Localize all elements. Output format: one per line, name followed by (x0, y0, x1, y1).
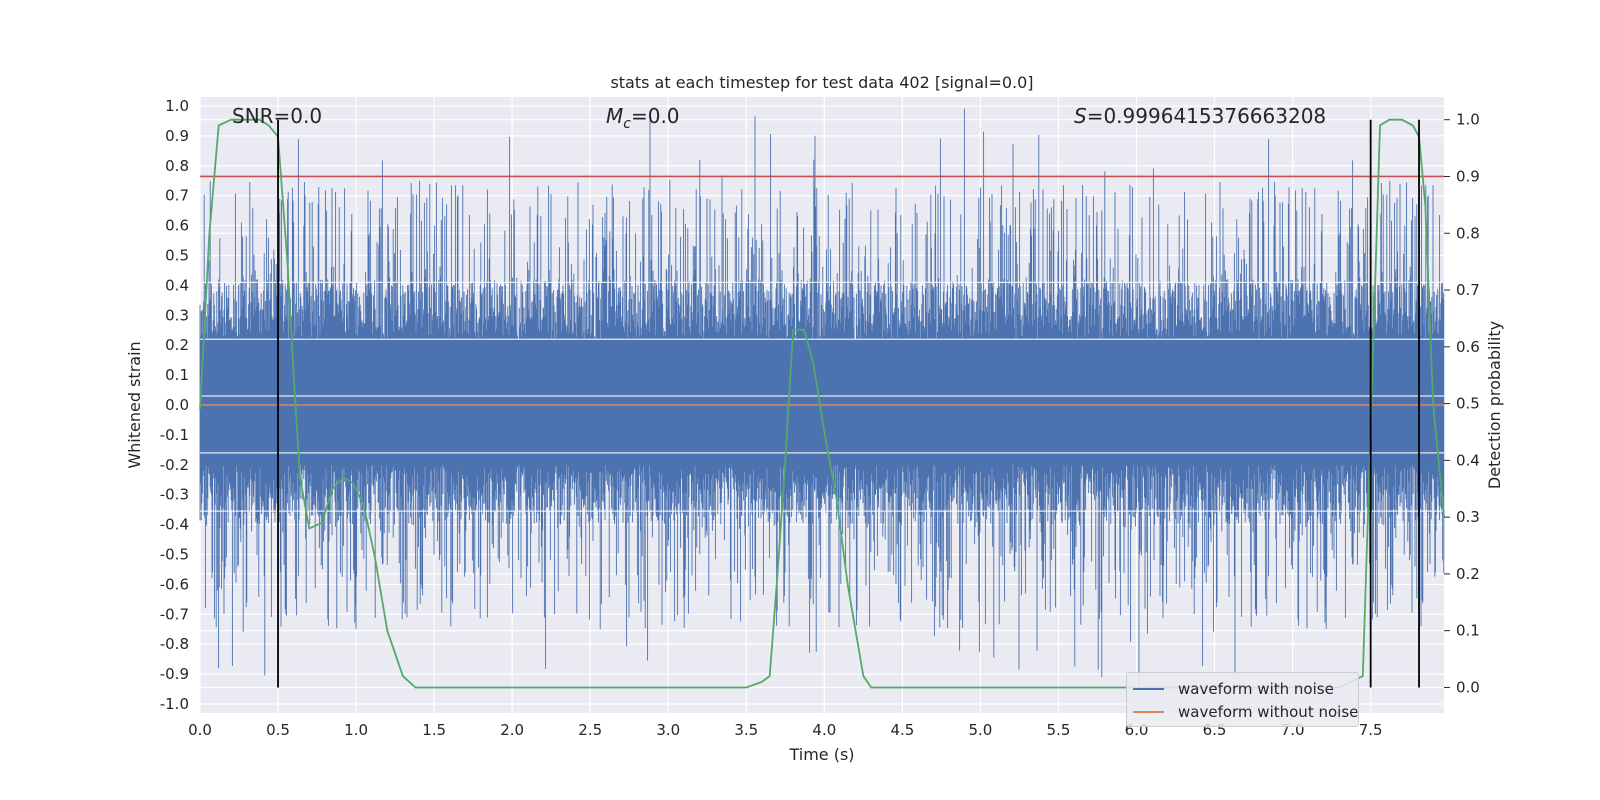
legend-label-noise: waveform with noise (1178, 680, 1334, 698)
y-tick-label: 0.8 (165, 157, 189, 175)
y-tick-label: 0.6 (165, 217, 189, 235)
x-tick-label: 0.0 (188, 721, 212, 739)
y-tick-label: 0.0 (165, 396, 189, 414)
legend: waveform with noise waveform without noi… (1126, 672, 1359, 727)
snr-text: SNR=0.0 (232, 104, 323, 128)
y-tick-label: 0.4 (165, 276, 189, 294)
chirp-mass-subscript: c (623, 116, 631, 132)
y-tick-label: 0.2 (165, 336, 189, 354)
x-tick-label: 7.5 (1359, 721, 1383, 739)
y2-tick-label: 0.3 (1456, 508, 1480, 526)
chirp-mass-value: =0.0 (630, 104, 680, 128)
x-tick-label: 5.0 (968, 721, 992, 739)
y-tick-label: 0.9 (165, 127, 189, 145)
score-value: =0.9996415376663208 (1086, 104, 1327, 128)
y2-axis-label: Detection probability (1485, 321, 1504, 489)
y-tick-label: -0.5 (160, 546, 189, 564)
snr-annotation: SNR=0.0 (232, 104, 322, 128)
y-tick-label: -0.7 (160, 605, 189, 623)
x-tick-label: 1.0 (344, 721, 368, 739)
y2-tick-label: 0.8 (1456, 224, 1480, 242)
y-tick-label: -0.9 (160, 665, 189, 683)
score-symbol: S (1074, 104, 1087, 128)
detection-probability-line (199, 118, 1445, 689)
y-tick-label: -1.0 (160, 695, 189, 713)
overlay-marks (199, 118, 1445, 689)
y-tick-label: 0.7 (165, 187, 189, 205)
y-tick-label: -0.1 (160, 426, 189, 444)
legend-item-clean: waveform without noise (1133, 702, 1358, 722)
y-tick-label: -0.2 (160, 456, 189, 474)
y2-tick-label: 0.0 (1456, 678, 1480, 696)
y2-tick-label: 0.4 (1456, 451, 1480, 469)
y2-tick-label: 0.9 (1456, 167, 1480, 185)
x-tick-label: 4.0 (812, 721, 836, 739)
y2-tick-label: 0.6 (1456, 338, 1480, 356)
y2-tick-label: 0.7 (1456, 281, 1480, 299)
y-tick-label: 0.3 (165, 306, 189, 324)
chirp-mass-annotation: Mc=0.0 (606, 104, 680, 132)
y-tick-label: 1.0 (165, 97, 189, 115)
x-tick-label: 3.0 (656, 721, 680, 739)
y2-tick-label: 0.2 (1456, 565, 1480, 583)
y-tick-label: 0.1 (165, 366, 189, 384)
chirp-mass-symbol: M (606, 104, 624, 128)
y-tick-label: -0.4 (160, 516, 189, 534)
legend-label-clean: waveform without noise (1178, 703, 1359, 721)
tick-labels: 0.0 0.5 1.0 1.5 2.0 2.5 3.0 3.5 4.0 4.5 5.0 5.5 6.0 6… (160, 97, 1480, 739)
legend-swatch-clean (1133, 711, 1164, 713)
legend-item-noise: waveform with noise (1133, 679, 1334, 699)
waveform-with-noise-series (199, 108, 1445, 685)
chart-title: stats at each timestep for test data 402… (610, 73, 1033, 92)
x-tick-label: 0.5 (266, 721, 290, 739)
score-annotation: S=0.9996415376663208 (1074, 104, 1326, 128)
x-tick-label: 5.5 (1047, 721, 1071, 739)
y-axis-label: Whitened strain (125, 341, 144, 468)
x-tick-label: 4.5 (890, 721, 914, 739)
y2-tick-label: 1.0 (1456, 111, 1480, 129)
legend-swatch-noise (1133, 688, 1164, 690)
y-tick-label: -0.8 (160, 635, 189, 653)
x-tick-label: 2.5 (578, 721, 602, 739)
x-tick-label: 1.5 (422, 721, 446, 739)
y2-tick-label: 0.5 (1456, 395, 1480, 413)
y-tick-label: -0.6 (160, 575, 189, 593)
y-tick-label: -0.3 (160, 486, 189, 504)
x-tick-label: 3.5 (734, 721, 758, 739)
x-axis-label: Time (s) (788, 745, 854, 764)
x-tick-label: 2.0 (500, 721, 524, 739)
y-tick-label: 0.5 (165, 246, 189, 264)
y2-tick-label: 0.1 (1456, 622, 1480, 640)
